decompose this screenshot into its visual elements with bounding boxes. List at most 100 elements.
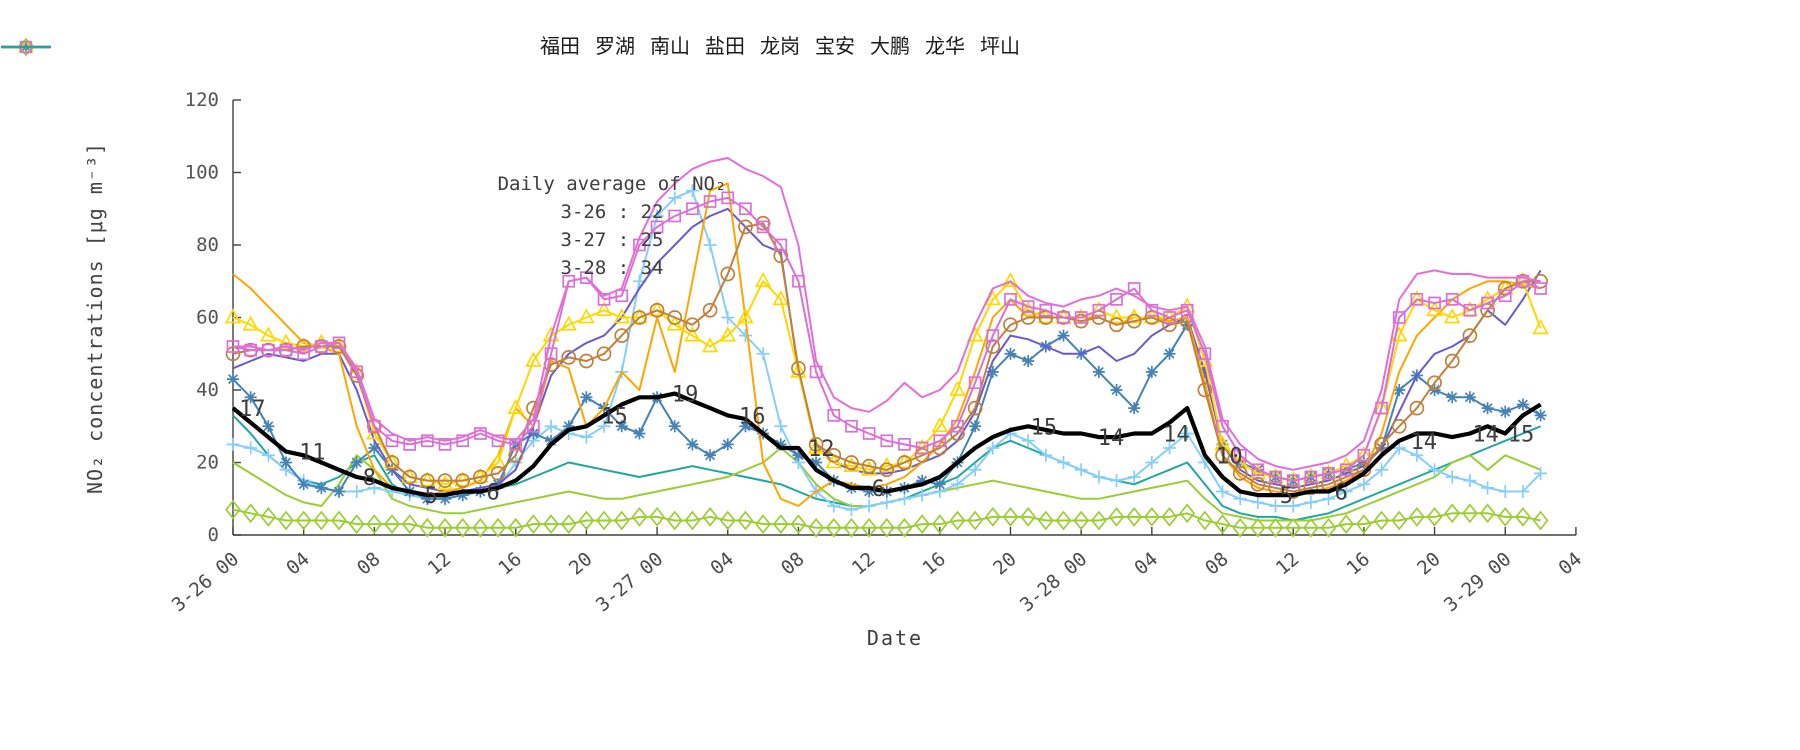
average-point-label: 14	[1163, 423, 1190, 448]
x-tick-label: 08	[1201, 548, 1233, 580]
square-marker	[721, 191, 735, 205]
diamond-marker	[1055, 510, 1072, 531]
plus-marker	[579, 430, 593, 444]
legend-label: 坪山	[980, 34, 1020, 58]
average-point-label: 14	[1411, 430, 1438, 455]
triangle-marker	[701, 337, 719, 353]
plus-marker	[827, 499, 841, 513]
diamond-marker	[1515, 507, 1531, 527]
diamond-marker	[348, 514, 365, 534]
average-point-label: 6	[872, 477, 885, 502]
triangle-marker	[931, 416, 949, 433]
y-tick-label: 120	[185, 89, 219, 111]
asterisk-marker	[686, 438, 699, 451]
asterisk-marker	[668, 420, 681, 433]
square-marker	[1445, 293, 1459, 306]
y-tick-label: 100	[185, 162, 219, 184]
asterisk-marker	[615, 420, 628, 433]
average-point-label: 10	[1216, 444, 1243, 469]
plus-marker	[668, 191, 682, 205]
legend-label: 南山	[650, 34, 690, 58]
square-marker	[1269, 470, 1282, 484]
plus-marker	[226, 437, 240, 451]
square-marker	[403, 438, 417, 451]
diamond-marker	[384, 514, 400, 534]
plus-marker	[897, 492, 911, 506]
diamond-marker	[1073, 510, 1090, 531]
circle-marker	[1374, 437, 1389, 452]
legend-label: 龙岗	[760, 34, 800, 58]
x-tick-label: 3-27 00	[592, 548, 667, 616]
diamond-marker	[719, 510, 736, 531]
x-tick-label: 08	[777, 548, 809, 580]
diamond-marker	[18, 37, 34, 57]
square-marker	[774, 238, 788, 252]
square-marker	[1110, 293, 1123, 306]
circle-marker	[702, 302, 718, 318]
diamond-marker	[1355, 514, 1372, 534]
circle-marker	[897, 455, 912, 470]
square-marker	[615, 289, 629, 303]
square-marker	[1092, 303, 1106, 317]
plus-marker	[1056, 456, 1070, 469]
legend-item-5: 龙岗	[1, 34, 800, 58]
legend-item-4: 盐田	[1, 36, 745, 56]
asterisk-marker	[1393, 384, 1406, 396]
series-markers-龙岗	[224, 271, 1549, 491]
triangle-marker	[648, 300, 666, 317]
triangle-marker	[578, 308, 595, 324]
square-marker	[1004, 293, 1017, 306]
x-tick-label: 04	[1130, 548, 1162, 580]
square-marker	[986, 329, 1000, 342]
square-marker	[915, 441, 929, 455]
triangle-marker	[1019, 300, 1037, 317]
circle-marker	[1250, 476, 1266, 492]
circle-marker	[1303, 480, 1319, 496]
asterisk-marker	[439, 492, 452, 505]
plus-marker	[685, 184, 699, 198]
asterisk-marker	[1534, 409, 1547, 422]
diamond-marker	[1532, 510, 1549, 531]
triangle-marker	[436, 474, 454, 491]
diamond-marker	[1002, 507, 1019, 527]
x-tick-label: 3-28 00	[1016, 548, 1091, 616]
legend-label: 龙华	[925, 34, 965, 58]
square-marker	[933, 434, 947, 448]
circle-marker	[402, 469, 418, 485]
circle-marker	[861, 458, 877, 474]
average-point-label: 14	[1472, 423, 1499, 448]
x-tick-label: 20	[989, 548, 1021, 580]
plus-marker	[1127, 470, 1141, 484]
diamond-marker	[507, 517, 524, 538]
series-龙华	[226, 191, 1547, 487]
diamond-marker	[260, 507, 277, 527]
circle-marker	[755, 215, 771, 231]
diamond-marker	[772, 514, 789, 534]
plus-marker	[350, 485, 364, 498]
plus-marker	[1357, 477, 1371, 491]
square-marker	[951, 419, 964, 433]
square-marker	[1357, 448, 1371, 462]
circle-marker	[1020, 310, 1036, 325]
square-marker	[509, 438, 523, 451]
square-marker	[880, 434, 894, 448]
series-markers-大鹏	[225, 499, 1549, 538]
plus-marker	[844, 503, 858, 517]
asterisk-marker	[227, 373, 239, 386]
square-marker	[1304, 470, 1318, 484]
triangle-marker	[525, 351, 542, 367]
diamond-marker	[1249, 517, 1266, 538]
triangle-marker	[843, 456, 860, 472]
series-line	[232, 280, 1542, 486]
diamond-marker	[401, 514, 418, 534]
asterisk-marker	[1163, 347, 1176, 360]
square-marker	[438, 438, 452, 451]
circle-marker	[985, 339, 1001, 354]
average-point-label: 15	[1508, 423, 1535, 448]
diamond-marker	[702, 507, 718, 527]
diamond-marker	[313, 510, 330, 531]
legend-label: 宝安	[815, 34, 855, 58]
plus-marker	[1339, 485, 1353, 498]
plus-marker	[1498, 485, 1512, 498]
